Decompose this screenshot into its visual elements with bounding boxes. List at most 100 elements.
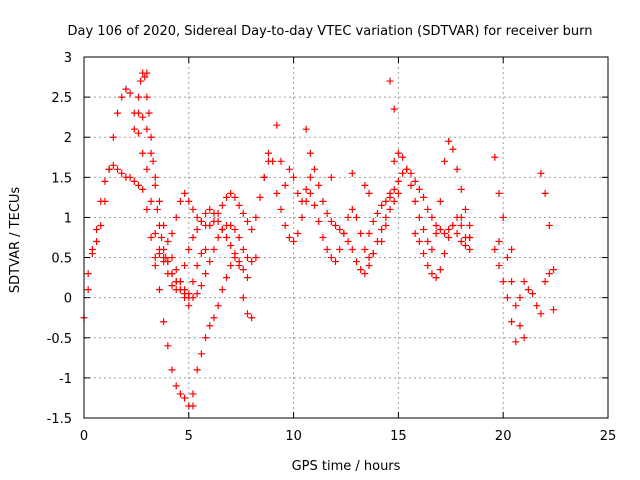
data-point — [202, 246, 210, 254]
data-point — [545, 221, 553, 229]
data-point — [302, 185, 310, 193]
data-point — [407, 181, 415, 189]
x-tick-label: 10 — [285, 429, 302, 444]
data-point — [420, 225, 428, 233]
data-point — [315, 181, 323, 189]
data-point — [109, 161, 117, 169]
y-tick-label: -1.5 — [47, 412, 72, 427]
data-point — [365, 262, 373, 270]
data-point — [109, 133, 117, 141]
series-track-f — [151, 205, 251, 294]
data-point — [193, 366, 201, 374]
data-point — [273, 189, 281, 197]
data-point — [185, 246, 193, 254]
data-point — [210, 246, 218, 254]
data-point — [386, 189, 394, 197]
data-point — [378, 225, 386, 233]
data-point — [160, 221, 168, 229]
data-point — [415, 238, 423, 246]
x-tick-label: 25 — [600, 429, 617, 444]
data-point — [147, 197, 155, 205]
data-point — [466, 246, 474, 254]
data-point — [130, 177, 138, 185]
data-point — [239, 294, 247, 302]
data-point — [323, 246, 331, 254]
data-point — [436, 225, 444, 233]
data-point — [231, 254, 239, 262]
data-point — [114, 165, 122, 173]
data-point — [390, 185, 398, 193]
data-point — [101, 197, 109, 205]
y-tick-label: 2.5 — [51, 91, 72, 106]
series-track-g — [185, 254, 256, 410]
data-point — [290, 238, 298, 246]
data-point — [466, 221, 474, 229]
x-tick-label: 5 — [185, 429, 193, 444]
data-point — [160, 258, 168, 266]
data-point — [185, 290, 193, 298]
data-point — [193, 225, 201, 233]
data-point — [327, 217, 335, 225]
data-point — [508, 278, 516, 286]
data-point — [145, 109, 153, 117]
data-point — [172, 382, 180, 390]
data-point — [160, 246, 168, 254]
data-point — [143, 165, 151, 173]
data-point — [189, 390, 197, 398]
data-point — [260, 173, 268, 181]
series-outliers — [143, 69, 516, 410]
data-point — [151, 173, 159, 181]
data-point — [369, 217, 377, 225]
data-point — [193, 262, 201, 270]
data-point — [424, 238, 432, 246]
series-track-i — [281, 165, 402, 278]
data-point — [164, 238, 172, 246]
data-point — [348, 205, 356, 213]
data-point — [202, 270, 210, 278]
data-point — [357, 266, 365, 274]
series-track-j — [365, 165, 474, 250]
data-point — [118, 169, 126, 177]
data-point — [541, 278, 549, 286]
data-point — [332, 258, 340, 266]
data-point — [449, 145, 457, 153]
data-point — [97, 221, 105, 229]
data-point — [390, 197, 398, 205]
data-point — [348, 246, 356, 254]
data-point — [139, 113, 147, 121]
y-tick-label: -1 — [59, 372, 72, 387]
data-point — [84, 270, 92, 278]
data-point — [256, 193, 264, 201]
data-point — [214, 234, 222, 241]
data-point — [432, 274, 440, 282]
y-axis-label: SDTVAR / TECUs — [8, 187, 23, 294]
data-point — [206, 322, 214, 330]
data-point — [281, 221, 289, 229]
data-point — [533, 302, 541, 310]
data-point — [176, 278, 184, 286]
data-point — [508, 318, 516, 326]
data-point — [134, 109, 142, 117]
data-point — [428, 270, 436, 278]
data-point — [290, 173, 298, 181]
data-point — [394, 149, 402, 157]
data-point — [223, 234, 231, 241]
data-point — [445, 234, 453, 241]
data-point — [529, 290, 537, 298]
data-point — [235, 262, 243, 270]
data-point — [550, 306, 558, 314]
data-point — [420, 250, 428, 258]
data-point — [181, 294, 189, 302]
data-point — [365, 229, 373, 237]
data-point — [143, 205, 151, 213]
data-point — [466, 234, 474, 241]
data-point — [415, 185, 423, 193]
data-point — [189, 278, 197, 286]
data-point — [537, 310, 545, 318]
series-track-m — [491, 153, 558, 342]
data-point — [499, 278, 507, 286]
data-point — [445, 225, 453, 233]
data-point — [269, 157, 277, 165]
